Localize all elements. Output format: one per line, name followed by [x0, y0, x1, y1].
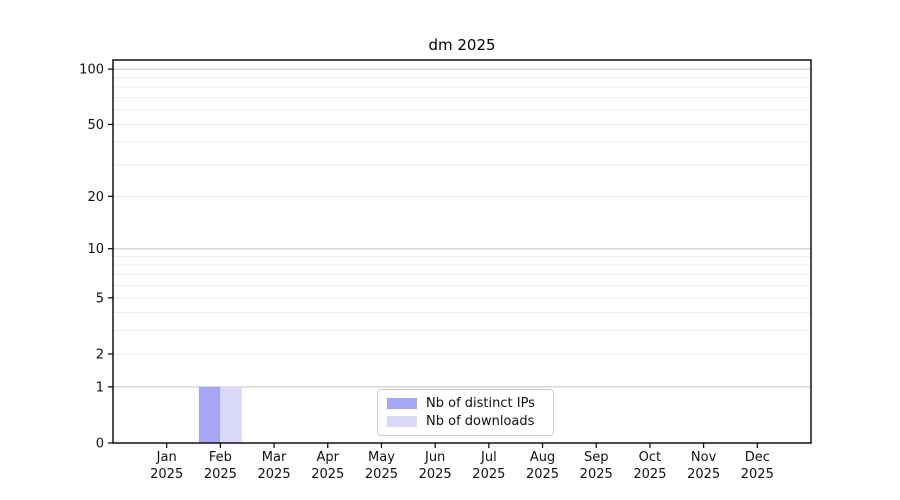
y-tick-label: 50	[87, 118, 104, 133]
x-tick-label-month: Jul	[480, 450, 497, 465]
legend-swatch-downloads-icon	[387, 416, 417, 428]
x-tick-label-year: 2025	[526, 467, 559, 482]
bar-feb-series-1	[220, 386, 242, 443]
legend: Nb of distinct IPs Nb of downloads	[377, 389, 554, 436]
x-tick-label-month: Aug	[530, 450, 555, 465]
y-tick-label: 1	[96, 380, 104, 395]
y-tick-label: 20	[87, 190, 104, 205]
x-tick-label-month: Oct	[639, 450, 661, 465]
x-tick-label-year: 2025	[150, 467, 183, 482]
legend-label-downloads: Nb of downloads	[426, 414, 535, 430]
y-tick-label: 0	[96, 437, 104, 452]
chart-title: dm 2025	[428, 36, 496, 54]
x-tick-label-year: 2025	[258, 467, 291, 482]
x-tick-label-year: 2025	[204, 467, 237, 482]
legend-item-downloads: Nb of downloads	[387, 414, 544, 429]
x-tick-label-year: 2025	[365, 467, 398, 482]
x-tick-label-month: Apr	[317, 450, 340, 465]
x-tick-label-year: 2025	[311, 467, 344, 482]
x-tick-label-month: Mar	[262, 450, 287, 465]
x-tick-label-month: Dec	[745, 450, 770, 465]
x-tick-label-year: 2025	[687, 467, 720, 482]
x-tick-label-year: 2025	[472, 467, 505, 482]
x-tick-label-month: Jan	[156, 450, 177, 465]
x-tick-label-month: May	[368, 450, 395, 465]
y-tick-label: 100	[79, 63, 104, 78]
x-tick-label-year: 2025	[580, 467, 613, 482]
x-tick-label-year: 2025	[633, 467, 666, 482]
legend-label-distinct-ips: Nb of distinct IPs	[426, 395, 535, 411]
legend-item-distinct-ips: Nb of distinct IPs	[387, 396, 544, 411]
x-tick-label-month: Nov	[691, 450, 717, 465]
x-tick-label-month: Feb	[209, 450, 232, 465]
legend-swatch-distinct-ips-icon	[387, 397, 417, 409]
plot-border	[112, 59, 812, 444]
x-tick-label-month: Sep	[584, 450, 609, 465]
y-tick-label: 10	[87, 242, 104, 257]
y-tick-label: 2	[96, 347, 104, 362]
x-tick-label-month: Jun	[424, 450, 445, 465]
x-tick-label-year: 2025	[741, 467, 774, 482]
x-tick-label-year: 2025	[419, 467, 452, 482]
y-tick-label: 5	[96, 291, 104, 306]
bar-feb-series-0	[198, 386, 221, 443]
